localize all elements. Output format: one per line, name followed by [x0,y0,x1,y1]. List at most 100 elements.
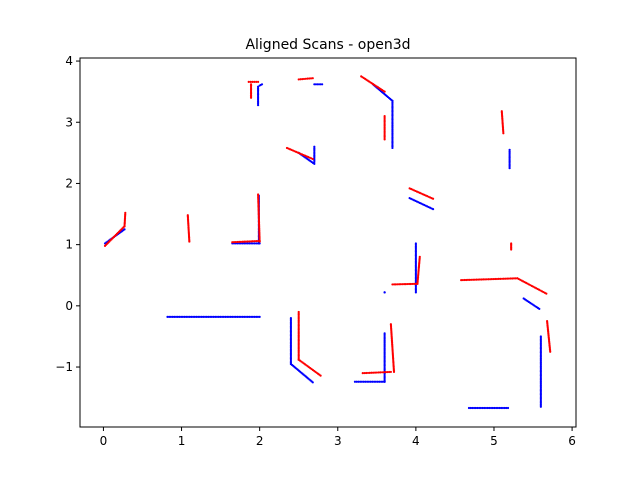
data-point [377,371,380,374]
data-point [219,315,222,318]
data-point [504,277,507,280]
data-point [383,138,386,141]
data-point [200,315,203,318]
data-point [383,380,386,383]
data-point [169,315,172,318]
data-point [380,371,384,374]
data-point [210,315,213,318]
data-point [486,406,489,410]
data-point [468,278,471,281]
data-point [368,371,371,374]
data-point [476,406,479,410]
data-point [217,315,220,318]
data-point [248,315,251,318]
data-point [389,370,392,374]
data-point [244,315,248,318]
data-point [239,315,242,318]
data-point [500,277,504,280]
data-point [255,315,258,318]
data-point [258,315,261,318]
data-point [123,228,126,231]
data-point [248,240,251,243]
data-point [124,211,127,214]
data-point [236,240,239,244]
data-point [171,315,174,318]
data-point [253,80,256,83]
data-point [238,315,241,318]
data-point [226,315,229,318]
data-point [485,278,488,281]
y-tick-label: 2 [65,176,73,190]
data-point [313,162,316,165]
data-point [499,277,502,280]
data-point [384,371,387,374]
data-point [246,242,249,245]
x-axis: 0 1 2 3 4 5 6 [100,427,576,448]
data-point [483,278,487,281]
data-point [492,277,495,281]
data-point [241,240,244,243]
data-point [212,315,215,318]
data-point [545,292,548,295]
data-point [489,278,492,281]
data-point [406,282,409,286]
data-point [507,277,510,280]
data-point [241,315,244,318]
data-point [494,277,497,281]
data-point [250,240,253,243]
data-point [244,240,248,243]
data-point [308,77,311,80]
x-tick-label: 0 [100,434,108,448]
data-point [369,380,372,383]
data-point [173,315,176,318]
data-point [253,242,256,245]
data-point [243,315,246,318]
data-point [198,315,202,318]
data-point [366,380,369,383]
data-point [512,277,516,280]
data-point [463,278,466,282]
data-point [549,350,552,353]
data-point [391,283,394,286]
data-point [508,167,511,170]
data-point [234,315,237,318]
data-point [514,277,517,280]
data-point [319,374,322,377]
data-point [243,240,246,243]
data-point [301,78,304,81]
data-point [166,315,169,318]
data-point [357,380,360,383]
data-point [411,282,414,286]
data-point [386,370,389,374]
data-point [188,315,191,318]
data-point [466,278,470,282]
data-point [479,406,482,410]
data-point [227,315,231,318]
data-point [255,240,258,243]
data-point [496,406,499,410]
data-point [253,315,256,318]
data-point [470,278,473,281]
data-point [501,406,505,410]
data-point [251,315,254,318]
data-point [382,371,385,374]
data-point [480,278,483,281]
data-point [498,406,501,410]
data-point [306,77,309,80]
x-tick-label: 1 [178,434,186,448]
x-tick-label: 3 [334,434,342,448]
data-point [251,242,254,245]
data-point [511,277,514,280]
data-point [255,80,258,83]
data-point [193,315,196,318]
data-point [207,315,210,318]
data-point [239,242,242,245]
data-point [431,197,435,200]
data-point [373,380,376,383]
data-point [202,315,205,318]
data-point [176,315,179,318]
data-point [311,157,314,161]
y-tick-label: 4 [65,54,73,68]
data-point [246,315,249,318]
data-point [495,277,499,281]
